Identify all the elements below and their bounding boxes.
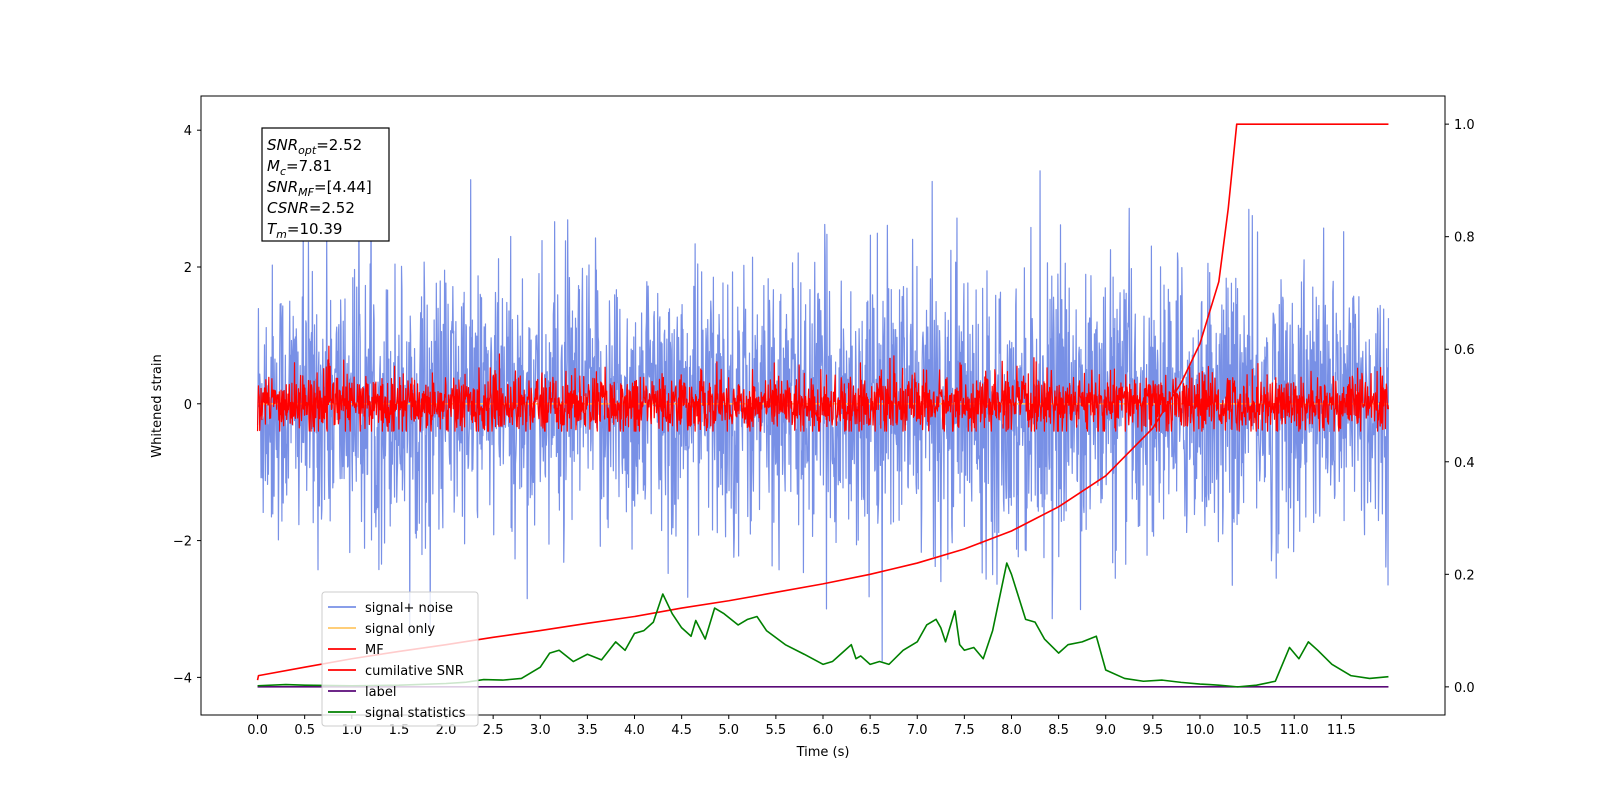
y-tick-label: −4 [173, 671, 192, 686]
x-tick-label: 1.5 [389, 723, 410, 738]
x-tick-label: 7.5 [954, 723, 975, 738]
legend-label-signal-statistics: signal statistics [365, 706, 466, 721]
x-tick-label: 4.0 [624, 723, 645, 738]
x-tick-label: 11.0 [1280, 723, 1309, 738]
x-tick-label: 0.5 [294, 723, 315, 738]
y-axis-label: Whitened strain [150, 354, 165, 457]
y2-tick-label: 0.6 [1454, 343, 1475, 358]
x-tick-label: 0.0 [247, 723, 268, 738]
y2-tick-label: 0.0 [1454, 681, 1475, 696]
y-tick-label: −2 [173, 535, 192, 550]
annotation-line: Tm=10.39 [267, 220, 342, 241]
annotation-frame [261, 127, 390, 242]
axes-layer: 0.0 0.5 1.0 1.5 2.0 2.5 3.0 3.5 4.0 4.5 5.0 5.5 6.0 6… [173, 118, 1475, 738]
x-tick-label: 10.0 [1185, 723, 1214, 738]
x-tick-label: 9.5 [1143, 723, 1164, 738]
annotation-line: CSNR=2.52 [267, 199, 355, 217]
x-tick-label: 11.5 [1327, 723, 1356, 738]
series-signal-statistics [257, 562, 1389, 688]
legend-label-signal-only: signal only [365, 622, 435, 637]
legend-label-signal-noise: signal+ noise [365, 601, 453, 616]
y2-tick-label: 0.2 [1454, 568, 1475, 583]
annotation-line: Mc=7.81 [267, 157, 332, 178]
legend-label-mf: MF [365, 643, 384, 658]
x-tick-label: 5.0 [718, 723, 739, 738]
x-tick-label: 2.5 [483, 723, 504, 738]
x-tick-label: 10.5 [1233, 723, 1262, 738]
x-tick-label: 1.0 [341, 723, 362, 738]
series-mf [256, 345, 1390, 432]
x-tick-label: 3.0 [530, 723, 551, 738]
annotation-line: SNRMF=[4.44] [267, 178, 372, 199]
y2-tick-label: 0.8 [1454, 231, 1475, 246]
x-axis-label: Time (s) [796, 745, 850, 760]
y2-tick-label: 0.4 [1454, 456, 1475, 471]
x-tick-label: 5.5 [766, 723, 787, 738]
x-tick-label: 8.5 [1048, 723, 1069, 738]
x-tick-label: 9.0 [1095, 723, 1116, 738]
series-signal-noise [256, 142, 1390, 662]
annotation-line: SNRopt=2.52 [267, 136, 362, 157]
y2-tick-label: 1.0 [1454, 118, 1475, 133]
x-tick-label: 3.5 [577, 723, 598, 738]
legend-frame [321, 591, 479, 727]
legend: signal+ noise signal only MF cumilative SNR… [321, 591, 479, 727]
legend-label-cumilative-snr: cumilative SNR [365, 664, 464, 679]
x-tick-label: 8.0 [1001, 723, 1022, 738]
x-tick-label: 4.5 [671, 723, 692, 738]
y-tick-label: 2 [184, 261, 192, 276]
x-tick-label: 6.0 [813, 723, 834, 738]
y-tick-label: 0 [184, 398, 192, 413]
legend-label-label: label [365, 685, 396, 700]
x-tick-label: 6.5 [860, 723, 881, 738]
y-tick-label: 4 [184, 124, 192, 139]
x-tick-label: 2.0 [436, 723, 457, 738]
x-tick-label: 7.0 [907, 723, 928, 738]
